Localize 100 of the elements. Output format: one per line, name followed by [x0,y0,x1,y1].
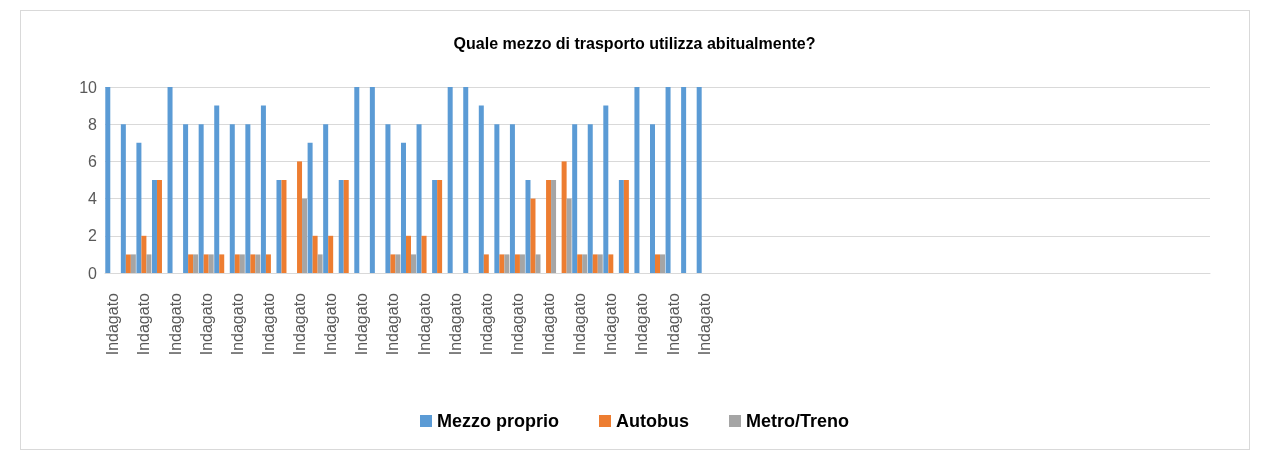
bar [587,124,593,273]
bar [504,254,510,273]
legend-label: Autobus [616,411,689,431]
y-tick-label: 10 [79,78,98,96]
bar [494,124,500,273]
x-tick-label: Indagato [540,292,558,356]
bar [608,254,614,273]
bar [634,87,640,273]
x-tick-label: Indagato [664,292,682,356]
bar [281,180,287,273]
bar [514,254,520,273]
bar [229,124,235,273]
bar [509,124,515,273]
x-tick-label: Indagato [322,292,340,356]
x-tick-label: Indagato [166,292,184,356]
bar [603,105,609,273]
bar [696,87,702,273]
x-tick-label: Indagato [104,292,122,356]
bar [437,180,443,273]
bar [416,124,422,273]
bar [390,254,396,273]
x-tick-label: Indagato [259,292,277,356]
bar [566,198,572,273]
bar [312,235,318,273]
x-tick-label: Indagato [197,292,215,356]
bar [193,254,199,273]
bar [483,254,489,273]
bar [432,180,438,273]
bar [421,235,427,273]
bar [183,124,189,273]
x-tick-label: Indagato [228,292,246,356]
bar [260,105,266,273]
bar [125,254,131,273]
bar [208,254,214,273]
x-tick-label: Indagato [353,292,371,356]
y-tick-label: 8 [88,115,98,133]
bar [151,180,157,273]
bar [120,124,126,273]
bar [400,142,406,273]
bar [405,235,411,273]
bar [302,198,308,273]
bar [577,254,583,273]
x-tick-label: Indagato [135,292,153,356]
bar [219,254,225,273]
bar [141,235,147,273]
bar [623,180,629,273]
bar [250,254,256,273]
bar [203,254,209,273]
bar [146,254,152,273]
bar [499,254,505,273]
bar [582,254,588,273]
y-tick-label: 4 [88,190,98,208]
bar [463,87,469,273]
bar [239,254,245,273]
y-tick-label: 2 [88,227,98,245]
bar [255,254,261,273]
bar [410,254,416,273]
bar [136,142,142,273]
bar [105,87,111,273]
x-tick-label: Indagato [695,292,713,356]
x-tick-label: Indagato [291,292,309,356]
y-tick-label: 6 [88,152,98,170]
legend-label: Mezzo proprio [437,411,560,431]
bar [188,254,194,273]
bar [655,254,660,273]
bar [665,87,671,273]
bar [276,180,282,273]
bar [343,180,349,273]
bar [214,105,220,273]
bar [478,105,484,273]
y-tick-label: 0 [88,264,98,282]
x-tick-label: Indagato [446,292,464,356]
bar [307,142,313,273]
bar [681,87,687,273]
bar [130,254,136,273]
bar [525,180,531,273]
bar [156,180,162,273]
bar [572,124,578,273]
x-tick-label: Indagato [415,292,433,356]
bar [385,124,391,273]
bar [297,161,303,273]
x-tick-label: Indagato [508,292,526,356]
bar [447,87,453,273]
bar [551,180,557,273]
bar [338,180,344,273]
legend-label: Metro/Treno [745,411,849,431]
bar [395,254,401,273]
chart-title: Quale mezzo di trasporto utilizza abitualmente? [453,34,816,52]
bar [167,87,173,273]
bar [535,254,541,273]
x-tick-label: Indagato [477,292,495,356]
x-tick-label: Indagato [571,292,589,356]
bar [530,198,536,273]
bar [265,254,271,273]
bar [618,180,624,273]
bar [597,254,603,273]
bar [660,254,665,273]
x-tick-label: Indagato [633,292,651,356]
bar [354,87,360,273]
x-tick-label: Indagato [384,292,402,356]
